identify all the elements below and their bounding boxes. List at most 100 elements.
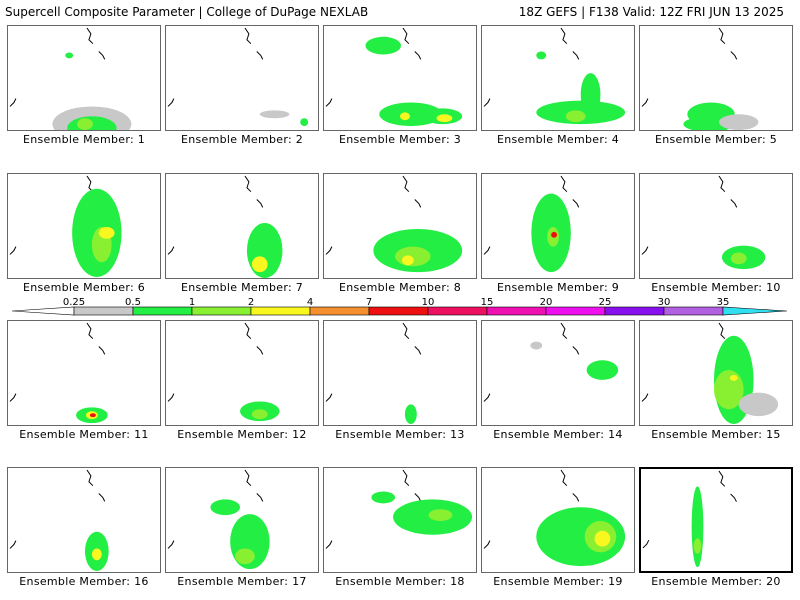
member-map-field: [9, 322, 108, 424]
ensemble-member-panel-8[interactable]: [323, 173, 477, 279]
member-map-field: [642, 470, 737, 568]
member-coastline: [9, 393, 17, 402]
scp-contour-area: [738, 392, 779, 417]
ensemble-member-label: Ensemble Member: 2: [180, 133, 304, 146]
member-coastline: [641, 98, 649, 107]
member-coastline: [730, 199, 738, 208]
color-scale-tick-label: 25: [598, 297, 612, 308]
member-map-field: [483, 469, 626, 567]
member-coastline: [483, 393, 491, 402]
color-scale-tick-label: 15: [480, 297, 494, 308]
member-coastline: [560, 322, 568, 340]
scp-contour-area: [371, 491, 396, 504]
member-coastline: [402, 175, 410, 193]
scp-contour-area: [530, 341, 543, 350]
member-coastline: [642, 539, 650, 549]
ensemble-member-panel-6[interactable]: [7, 173, 161, 279]
member-coastline: [718, 27, 726, 45]
color-scale-bin: [309, 306, 370, 316]
scp-contour-area: [594, 530, 611, 547]
member-coastline: [167, 540, 175, 549]
ensemble-member-label: Ensemble Member: 16: [19, 575, 149, 588]
member-map-field: [325, 322, 422, 425]
member-coastline: [325, 246, 333, 255]
member-map-field: [325, 469, 473, 549]
ensemble-member-panel-9[interactable]: [481, 173, 635, 279]
ensemble-member-panel-3[interactable]: [323, 25, 477, 131]
member-coastline: [9, 98, 17, 107]
scp-contour-area: [77, 118, 93, 130]
ensemble-member-label: Ensemble Member: 13: [335, 428, 465, 441]
scp-contour-area: [65, 52, 74, 59]
ensemble-member-panel-18[interactable]: [323, 467, 477, 573]
color-scale-tick-label: 7: [365, 297, 373, 308]
ensemble-member-panel-17[interactable]: [165, 467, 319, 573]
ensemble-member-panel-12[interactable]: [165, 320, 319, 426]
color-scale-tick-label: 35: [716, 297, 730, 308]
scp-contour-area: [730, 252, 747, 265]
color-scale-low-arrow: [12, 306, 75, 316]
member-coastline: [402, 469, 410, 487]
member-coastline: [244, 469, 252, 487]
scp-contour-area: [251, 256, 268, 273]
ensemble-member-panel-1[interactable]: [7, 25, 161, 131]
member-coastline: [86, 175, 94, 193]
ensemble-member-panel-19[interactable]: [481, 467, 635, 573]
member-map-field: [167, 175, 283, 278]
member-coastline: [560, 27, 568, 45]
color-scale-bin: [132, 306, 193, 316]
scp-contour-area: [210, 499, 241, 516]
ensemble-member-panel-10[interactable]: [639, 173, 793, 279]
member-coastline: [244, 175, 252, 193]
scp-contour-area: [98, 226, 115, 239]
color-scale-bar: [12, 306, 788, 316]
member-coastline: [256, 346, 264, 355]
ensemble-member-panel-15[interactable]: [639, 320, 793, 426]
ensemble-member-panel-13[interactable]: [323, 320, 477, 426]
member-map-field: [167, 322, 280, 422]
member-map-field: [325, 175, 463, 273]
color-scale-tick-label: 1: [188, 297, 196, 308]
member-coastline: [167, 98, 175, 107]
ensemble-member-panel-2[interactable]: [165, 25, 319, 131]
scp-contour-area: [235, 548, 255, 565]
ensemble-member-panel-11[interactable]: [7, 320, 161, 426]
ensemble-member-label: Ensemble Member: 6: [22, 281, 146, 294]
member-coastline: [402, 322, 410, 340]
ensemble-member-panel-4[interactable]: [481, 25, 635, 131]
member-coastline: [325, 540, 333, 549]
member-map-field: [9, 469, 109, 572]
color-scale-tick-label: 10: [421, 297, 435, 308]
ensemble-member-panel-7[interactable]: [165, 173, 319, 279]
color-scale-tick-label: 4: [306, 297, 314, 308]
member-coastline: [98, 51, 106, 60]
scp-contour-area: [365, 36, 401, 55]
ensemble-member-panel-5[interactable]: [639, 25, 793, 131]
run-valid-time: 18Z GEFS | F138 Valid: 12Z FRI JUN 13 20…: [518, 5, 784, 19]
ensemble-member-panel-14[interactable]: [481, 320, 635, 426]
ensemble-member-label: Ensemble Member: 9: [496, 281, 620, 294]
member-coastline: [560, 175, 568, 193]
member-coastline: [256, 51, 264, 60]
member-coastline: [167, 393, 175, 402]
ensemble-member-panel-20[interactable]: [639, 467, 793, 573]
color-scale-bin: [545, 306, 606, 316]
member-coastline: [325, 393, 333, 402]
member-coastline: [98, 493, 106, 502]
scp-contour-area: [89, 413, 96, 418]
ensemble-member-label: Ensemble Member: 10: [651, 281, 781, 294]
ensemble-member-panel-16[interactable]: [7, 467, 161, 573]
member-coastline: [414, 51, 422, 60]
member-coastline: [483, 540, 491, 549]
scp-contour-area: [251, 409, 268, 420]
member-coastline: [414, 199, 422, 208]
member-coastline: [244, 27, 252, 45]
ensemble-member-label: Ensemble Member: 1: [22, 133, 146, 146]
member-map-field: [167, 469, 270, 570]
member-coastline: [402, 27, 410, 45]
member-map-field: [9, 27, 132, 130]
member-coastline: [414, 493, 422, 502]
color-scale-tick-label: 0.25: [62, 297, 86, 308]
member-map-field: [641, 175, 766, 270]
color-scale-tick-label: 2: [247, 297, 255, 308]
